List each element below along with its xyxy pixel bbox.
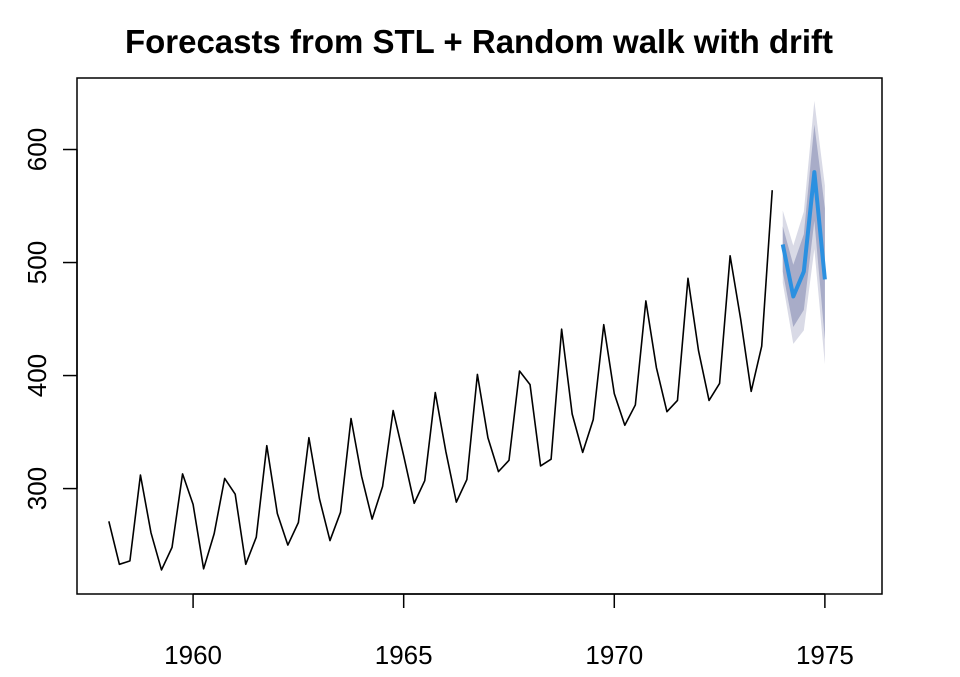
y-tick-label: 300 — [22, 467, 52, 510]
chart-title: Forecasts from STL + Random walk with dr… — [125, 23, 833, 60]
series-lines — [108, 170, 827, 571]
y-tick-label: 600 — [22, 128, 52, 171]
plot-frame — [76, 77, 883, 595]
y-tick-label: 500 — [22, 241, 52, 284]
x-tick-label: 1975 — [796, 640, 854, 670]
x-tick-label: 1960 — [164, 640, 222, 670]
y-axis: 300 400 500 600 — [22, 128, 78, 510]
history-line — [108, 190, 774, 571]
forecast-line — [780, 170, 827, 299]
x-tick-label: 1965 — [375, 640, 433, 670]
x-axis: 1960 1965 1970 1975 — [164, 593, 854, 670]
x-tick-label: 1970 — [585, 640, 643, 670]
y-tick-label: 400 — [22, 354, 52, 397]
